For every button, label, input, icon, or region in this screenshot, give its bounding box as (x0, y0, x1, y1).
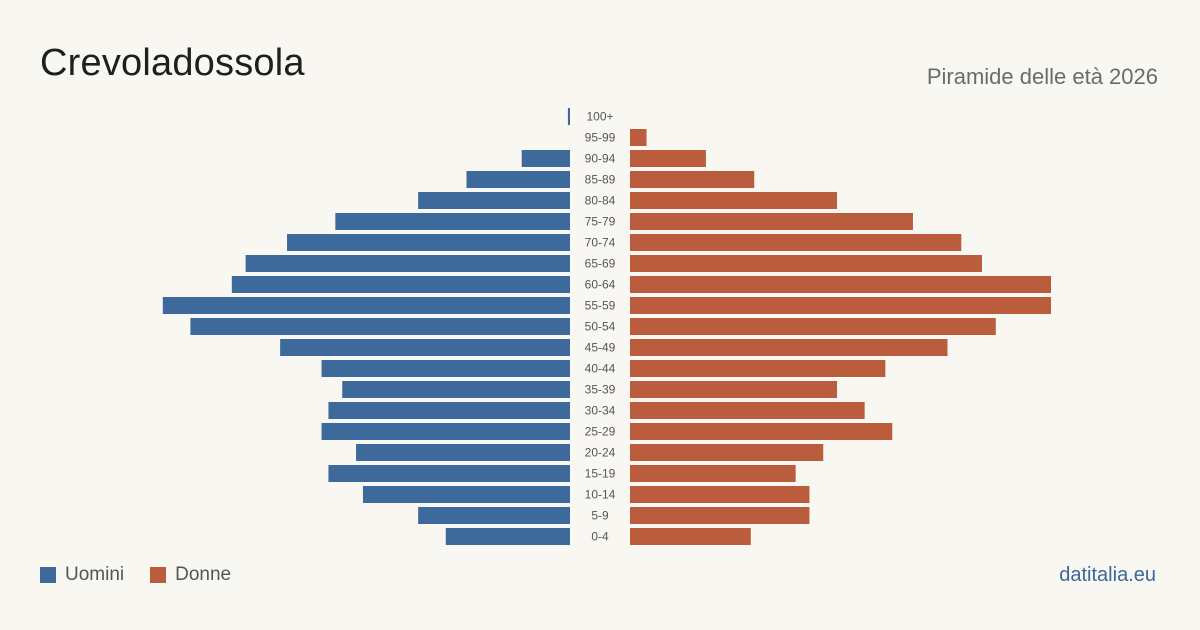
age-label-65-69: 65-69 (585, 257, 616, 271)
age-label-85-89: 85-89 (585, 173, 616, 187)
age-label-40-44: 40-44 (585, 362, 616, 376)
chart-title: Crevoladossola (40, 42, 305, 84)
age-label-55-59: 55-59 (585, 299, 616, 313)
age-label-80-84: 80-84 (585, 194, 616, 208)
bar-women-85-89 (630, 171, 755, 188)
bar-men-55-59 (162, 297, 570, 314)
bar-men-60-64 (231, 276, 570, 293)
bar-men-0-4 (445, 528, 570, 545)
bar-women-80-84 (630, 192, 838, 209)
bar-women-60-64 (630, 276, 1051, 293)
bar-women-30-34 (630, 402, 865, 419)
age-label-20-24: 20-24 (585, 446, 616, 460)
age-label-95-99: 95-99 (585, 131, 616, 145)
bar-women-65-69 (630, 255, 982, 272)
bar-women-50-54 (630, 318, 996, 335)
bar-women-20-24 (630, 444, 824, 461)
age-label-15-19: 15-19 (585, 467, 616, 481)
legend-item-women: Donne (150, 564, 231, 586)
age-label-50-54: 50-54 (585, 320, 616, 334)
bar-women-40-44 (630, 360, 886, 377)
bar-women-5-9 (630, 507, 810, 524)
bar-women-25-29 (630, 423, 893, 440)
bar-men-50-54 (190, 318, 570, 335)
bar-men-15-19 (328, 465, 570, 482)
bar-men-10-14 (362, 486, 570, 503)
legend-swatch-women (150, 567, 167, 583)
age-label-45-49: 45-49 (585, 341, 616, 355)
age-label-10-14: 10-14 (585, 488, 616, 502)
bar-men-75-79 (335, 213, 570, 230)
age-label-75-79: 75-79 (585, 215, 616, 229)
bar-men-20-24 (356, 444, 570, 461)
age-label-100+: 100+ (586, 110, 613, 124)
bar-women-10-14 (630, 486, 810, 503)
age-label-30-34: 30-34 (585, 404, 616, 418)
legend-label-women: Donne (175, 564, 232, 585)
legend-label-men: Uomini (65, 564, 125, 585)
bar-women-75-79 (630, 213, 913, 230)
legend-swatch-men (40, 567, 56, 583)
bar-women-55-59 (630, 297, 1051, 314)
bar-women-90-94 (630, 150, 706, 167)
age-label-5-9: 5-9 (591, 509, 609, 523)
bar-men-100+ (567, 108, 570, 125)
bar-men-40-44 (321, 360, 570, 377)
age-label-90-94: 90-94 (585, 152, 616, 166)
age-label-35-39: 35-39 (585, 383, 616, 397)
bar-men-5-9 (418, 507, 570, 524)
age-label-0-4: 0-4 (591, 530, 609, 544)
age-label-60-64: 60-64 (585, 278, 616, 292)
legend-item-men: Uomini (40, 564, 124, 586)
age-label-70-74: 70-74 (585, 236, 616, 250)
brand-link[interactable]: datitalia.eu (1059, 564, 1156, 586)
bar-women-35-39 (630, 381, 838, 398)
bar-men-25-29 (321, 423, 570, 440)
bar-men-80-84 (418, 192, 570, 209)
legend: Uomini Donne (40, 564, 231, 586)
age-label-25-29: 25-29 (585, 425, 616, 439)
chart-subtitle: Piramide delle età 2026 (926, 64, 1158, 89)
bar-men-90-94 (521, 150, 570, 167)
bar-men-70-74 (287, 234, 570, 251)
bar-women-0-4 (630, 528, 751, 545)
bar-men-85-89 (466, 171, 570, 188)
bar-men-45-49 (280, 339, 570, 356)
bar-men-35-39 (342, 381, 570, 398)
bar-women-70-74 (630, 234, 962, 251)
bar-women-45-49 (630, 339, 948, 356)
bar-women-95-99 (630, 129, 647, 146)
bar-men-65-69 (245, 255, 570, 272)
bar-men-30-34 (328, 402, 570, 419)
bar-women-15-19 (630, 465, 796, 482)
